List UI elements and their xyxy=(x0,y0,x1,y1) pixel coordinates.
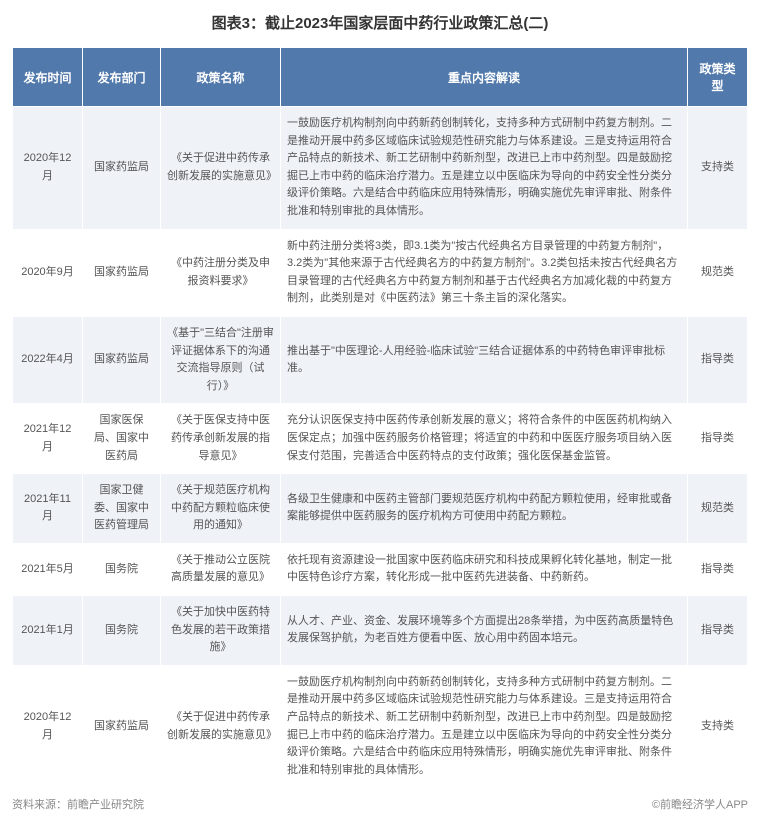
cell-dept: 国家药监局 xyxy=(83,229,161,316)
cell-type: 支持类 xyxy=(688,107,748,230)
cell-type: 指导类 xyxy=(688,596,748,666)
cell-date: 2021年12月 xyxy=(13,404,83,474)
table-row: 2020年12月国家药监局《关于促进中药传承创新发展的实施意见》一鼓励医疗机构制… xyxy=(13,107,748,230)
cell-type: 指导类 xyxy=(688,404,748,474)
col-header-content: 重点内容解读 xyxy=(281,48,688,107)
cell-content: 推出基于"中医理论-人用经验-临床试验"三结合证据体系的中药特色审评审批标准。 xyxy=(281,316,688,403)
cell-content: 从人才、产业、资金、发展环境等多个方面提出28条举措，为中医药高质量特色发展保驾… xyxy=(281,596,688,666)
cell-date: 2020年9月 xyxy=(13,229,83,316)
cell-type: 规范类 xyxy=(688,474,748,544)
col-header-date: 发布时间 xyxy=(13,48,83,107)
cell-name: 《关于促进中药传承创新发展的实施意见》 xyxy=(161,107,281,230)
col-header-type: 政策类型 xyxy=(688,48,748,107)
chart-title: 图表3：截止2023年国家层面中药行业政策汇总(二) xyxy=(12,12,748,33)
cell-name: 《关于医保支持中医药传承创新发展的指导意见》 xyxy=(161,404,281,474)
cell-date: 2020年12月 xyxy=(13,107,83,230)
footer-copyright: ©前瞻经济学人APP xyxy=(652,796,748,812)
cell-content: 一鼓励医疗机构制剂向中药新药创制转化，支持多种方式研制中药复方制剂。二是推动开展… xyxy=(281,107,688,230)
cell-date: 2021年1月 xyxy=(13,596,83,666)
cell-dept: 国务院 xyxy=(83,543,161,595)
cell-date: 2021年5月 xyxy=(13,543,83,595)
cell-name: 《中药注册分类及申报资料要求》 xyxy=(161,229,281,316)
cell-name: 《关于规范医疗机构中药配方颗粒临床使用的通知》 xyxy=(161,474,281,544)
cell-content: 充分认识医保支持中医药传承创新发展的意义；将符合条件的中医医药机构纳入医保定点；… xyxy=(281,404,688,474)
table-row: 2021年5月国务院《关于推动公立医院高质量发展的意见》依托现有资源建设一批国家… xyxy=(13,543,748,595)
cell-dept: 国家药监局 xyxy=(83,107,161,230)
cell-content: 依托现有资源建设一批国家中医药临床研究和科技成果孵化转化基地，制定一批中医特色诊… xyxy=(281,543,688,595)
footer: 资料来源：前瞻产业研究院 ©前瞻经济学人APP xyxy=(12,796,748,812)
cell-dept: 国家药监局 xyxy=(83,316,161,403)
policy-table: 发布时间 发布部门 政策名称 重点内容解读 政策类型 2020年12月国家药监局… xyxy=(12,47,748,788)
cell-date: 2022年4月 xyxy=(13,316,83,403)
cell-date: 2021年11月 xyxy=(13,474,83,544)
footer-source: 资料来源：前瞻产业研究院 xyxy=(12,796,144,812)
col-header-name: 政策名称 xyxy=(161,48,281,107)
col-header-dept: 发布部门 xyxy=(83,48,161,107)
table-row: 2021年1月国务院《关于加快中医药特色发展的若干政策措施》从人才、产业、资金、… xyxy=(13,596,748,666)
cell-name: 《关于加快中医药特色发展的若干政策措施》 xyxy=(161,596,281,666)
cell-content: 新中药注册分类将3类，即3.1类为"按古代经典名方目录管理的中药复方制剂"，3.… xyxy=(281,229,688,316)
table-row: 2021年12月国家医保局、国家中医药局《关于医保支持中医药传承创新发展的指导意… xyxy=(13,404,748,474)
cell-name: 《关于推动公立医院高质量发展的意见》 xyxy=(161,543,281,595)
table-row: 2021年11月国家卫健委、国家中医药管理局《关于规范医疗机构中药配方颗粒临床使… xyxy=(13,474,748,544)
cell-dept: 国家医保局、国家中医药局 xyxy=(83,404,161,474)
cell-type: 规范类 xyxy=(688,229,748,316)
table-row: 2022年4月国家药监局《基于"三结合"注册审评证据体系下的沟通交流指导原则（试… xyxy=(13,316,748,403)
cell-type: 指导类 xyxy=(688,543,748,595)
cell-dept: 国务院 xyxy=(83,596,161,666)
cell-content: 各级卫生健康和中医药主管部门要规范医疗机构中药配方颗粒使用，经审批或备案能够提供… xyxy=(281,474,688,544)
cell-dept: 国家卫健委、国家中医药管理局 xyxy=(83,474,161,544)
cell-type: 指导类 xyxy=(688,316,748,403)
table-header-row: 发布时间 发布部门 政策名称 重点内容解读 政策类型 xyxy=(13,48,748,107)
table-row: 2020年9月国家药监局《中药注册分类及申报资料要求》新中药注册分类将3类，即3… xyxy=(13,229,748,316)
cell-name: 《基于"三结合"注册审评证据体系下的沟通交流指导原则（试行）》 xyxy=(161,316,281,403)
